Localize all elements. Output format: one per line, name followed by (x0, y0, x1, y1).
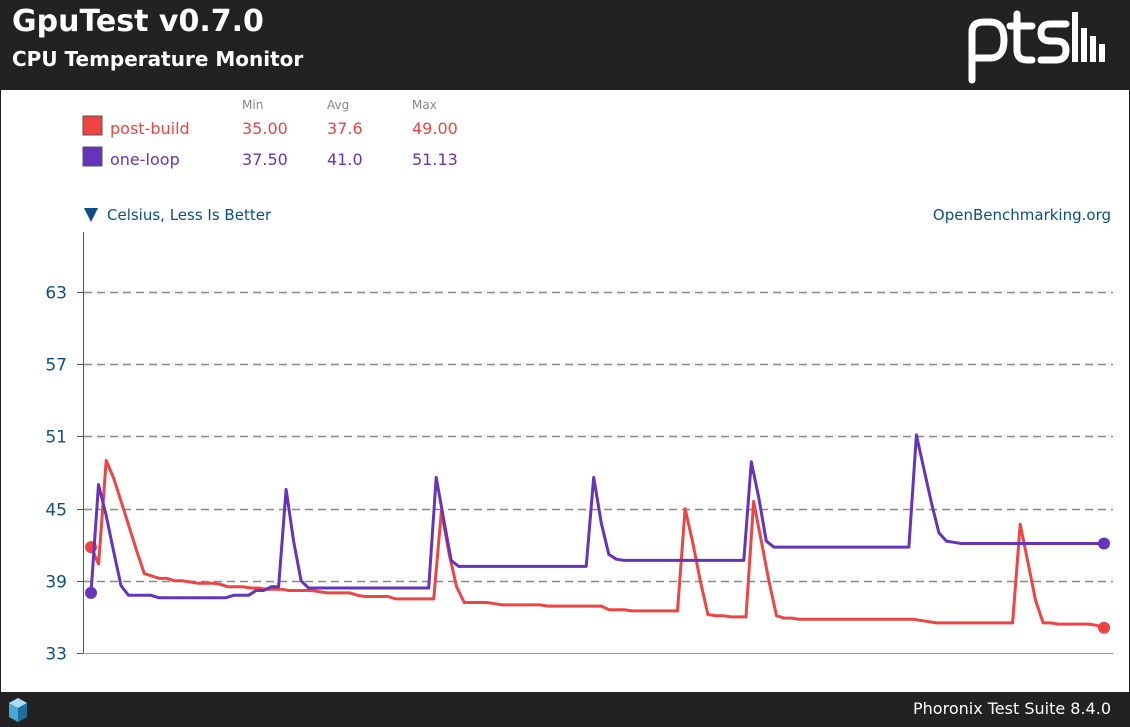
grid-lines (84, 291, 1113, 583)
series-endpoint-one-loop (1098, 537, 1110, 550)
line-chart: Min Avg Max post-build 35.00 37.6 49.00 … (45, 98, 1113, 665)
y-tick-label: 51 (45, 428, 67, 448)
y-tick-label: 39 (45, 573, 67, 593)
down-triangle-icon (84, 208, 98, 222)
y-axis-label: Celsius, Less Is Better (107, 206, 272, 224)
y-tick-label: 33 (45, 645, 67, 665)
series-endpoint-one-loop (85, 586, 97, 599)
page-title: GpuTest v0.7.0 (12, 4, 264, 39)
legend-swatch-one-loop (82, 146, 103, 167)
legend-avg-one-loop: 41.0 (327, 150, 363, 169)
series-line-one-loop (89, 433, 1104, 600)
y-tick-label: 63 (45, 284, 67, 304)
legend-label-one-loop: one-loop (110, 150, 180, 169)
source-label: OpenBenchmarking.org (933, 206, 1111, 224)
y-tick-label: 57 (45, 356, 67, 376)
pts-logo-icon (968, 10, 1105, 84)
y-axis-ticks: 33 39 45 51 57 63 (45, 284, 84, 665)
chart-frame: Min Avg Max post-build 35.00 37.6 49.00 … (0, 90, 1130, 692)
legend-header-max: Max (412, 98, 437, 112)
series-lines (85, 433, 1110, 634)
legend-max-post-build: 49.00 (412, 119, 458, 138)
legend-min-post-build: 35.00 (242, 119, 288, 138)
legend-header-min: Min (242, 98, 263, 112)
legend-max-one-loop: 51.13 (412, 150, 458, 169)
legend-label-post-build: post-build (110, 119, 190, 138)
legend-swatch-post-build (82, 115, 103, 136)
series-endpoint-post-build (1098, 621, 1110, 634)
legend-header-avg: Avg (327, 98, 349, 112)
header-bar: GpuTest v0.7.0 CPU Temperature Monitor (0, 0, 1130, 90)
y-tick-label: 45 (45, 501, 67, 521)
legend-min-one-loop: 37.50 (242, 150, 288, 169)
pts-cube-icon (9, 698, 27, 722)
page-subtitle: CPU Temperature Monitor (12, 47, 304, 71)
series-line-post-build (89, 459, 1105, 630)
footer-bar: Phoronix Test Suite 8.4.0 (0, 692, 1130, 727)
footer-text: Phoronix Test Suite 8.4.0 (913, 699, 1111, 718)
legend-avg-post-build: 37.6 (327, 119, 363, 138)
